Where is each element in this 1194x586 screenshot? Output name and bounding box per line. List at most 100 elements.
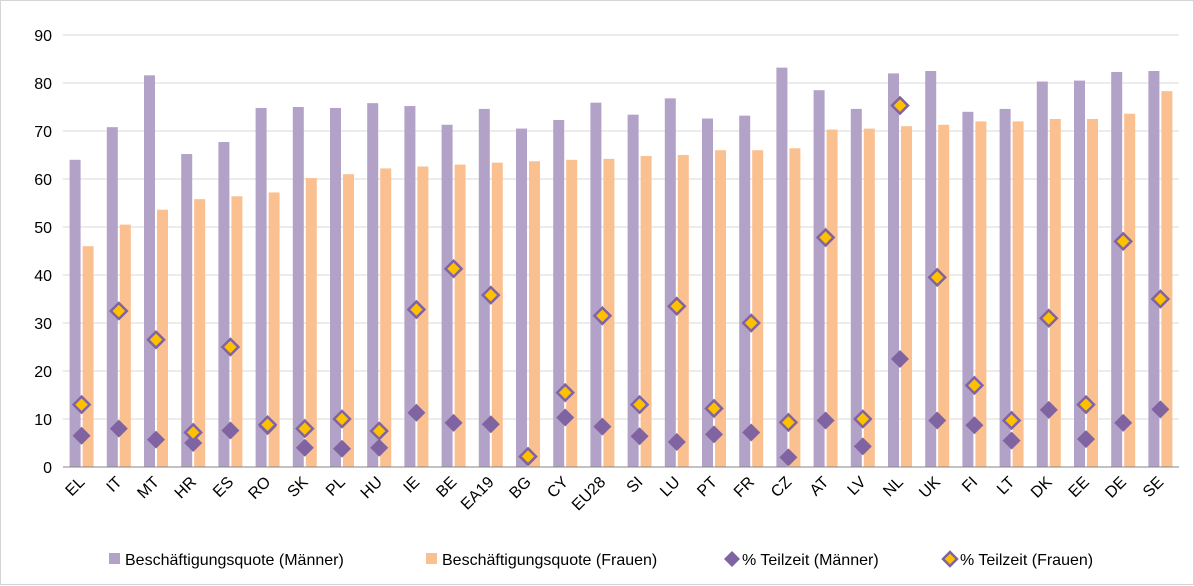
marker-teilzeit-men (593, 417, 612, 436)
x-tick-label: CY (544, 474, 572, 502)
x-tick-label: LU (657, 474, 683, 500)
marker-teilzeit-women (1039, 308, 1059, 328)
bar-women (677, 155, 689, 467)
marker-teilzeit-men (481, 415, 500, 434)
bar-men (218, 142, 230, 468)
bar-women (231, 196, 243, 467)
legend-swatch (724, 551, 740, 567)
marker-teilzeit-women (1150, 289, 1171, 309)
bar-men (590, 102, 602, 468)
bar-men (144, 75, 155, 467)
x-tick-label: UK (916, 474, 944, 502)
y-axis-ticks: 0 10 20 30 40 50 60 70 80 90 (34, 28, 52, 477)
bar-men (441, 124, 453, 467)
legend-swatch (109, 553, 120, 564)
bar-women (343, 174, 354, 467)
bar-men (813, 90, 825, 467)
bar-women (752, 150, 764, 467)
marker-teilzeit-men (1151, 400, 1170, 419)
marker-teilzeit-men (965, 416, 984, 435)
bar-men (999, 108, 1011, 468)
x-tick-label: LT (994, 474, 1019, 499)
bar-men (1036, 81, 1048, 467)
bar-women (194, 199, 206, 467)
bar-women (1012, 121, 1024, 468)
bar-men (181, 154, 193, 468)
x-tick-label: IT (104, 474, 126, 496)
legend-label: Beschäftigungsquote (Frauen) (442, 552, 657, 569)
legend: Beschäftigungsquote (Männer) Beschäftigun… (109, 550, 1093, 569)
bar-men (664, 98, 676, 468)
bar-women (863, 128, 875, 467)
y-tick-label: 80 (34, 76, 52, 93)
marker-teilzeit-women (220, 337, 241, 357)
legend-swatch (426, 553, 437, 564)
y-tick-label: 90 (34, 28, 52, 45)
bar-men (962, 111, 974, 468)
marker-teilzeit-women (443, 258, 464, 279)
bar-women (417, 166, 429, 467)
marker-teilzeit-men (295, 438, 314, 457)
marker-teilzeit-men (705, 425, 723, 444)
bar-men (739, 115, 751, 467)
bar-women (268, 192, 280, 467)
bar-men (1111, 71, 1123, 468)
y-tick-label: 20 (34, 364, 52, 381)
bar-men (1074, 80, 1085, 467)
marker-teilzeit-men (370, 438, 389, 457)
x-tick-label: SI (624, 474, 647, 497)
bar-women (826, 129, 838, 467)
bar-men (850, 108, 862, 468)
x-tick-label: LV (845, 474, 870, 499)
bar-women (975, 121, 987, 468)
bar-women (82, 246, 94, 467)
marker-teilzeit-women (406, 299, 427, 320)
x-tick-label: EE (1066, 474, 1093, 501)
marker-teilzeit-men (221, 421, 240, 440)
bars (69, 67, 1173, 468)
marker-teilzeit-women (1001, 410, 1022, 431)
marker-teilzeit-men (1077, 430, 1095, 449)
gridlines (63, 34, 1179, 420)
bar-men (627, 114, 639, 468)
bar-women (491, 162, 503, 467)
marker-teilzeit-women (853, 409, 873, 429)
marker-teilzeit-women (369, 421, 389, 441)
marker-teilzeit-women (815, 227, 836, 248)
marker-teilzeit-women (629, 394, 650, 415)
marker-teilzeit-women (109, 301, 129, 321)
x-tick-label: ES (210, 474, 237, 501)
legend-swatch (941, 550, 959, 568)
marker-teilzeit-women (592, 306, 613, 326)
marker-teilzeit-men (444, 413, 463, 432)
x-tick-label: EA19 (458, 474, 498, 514)
x-tick-label: HR (172, 474, 200, 502)
x-tick-label: BG (506, 474, 534, 502)
marker-teilzeit-women (555, 382, 575, 403)
bar-women (529, 161, 540, 468)
marker-teilzeit-men (147, 430, 165, 449)
bar-women (901, 126, 912, 467)
marker-teilzeit-men (816, 411, 835, 430)
marker-teilzeit-men (556, 408, 575, 427)
x-tick-label: SE (1140, 474, 1167, 501)
marker-teilzeit-women (71, 394, 92, 415)
marker-teilzeit-men (853, 437, 872, 456)
x-tick-label: BE (433, 474, 460, 501)
marker-teilzeit-women (964, 375, 985, 396)
x-tick-label: EL (63, 474, 89, 500)
x-tick-label: IE (401, 474, 424, 497)
marker-teilzeit-women (295, 418, 315, 439)
bar-men (106, 127, 118, 467)
bar-women (454, 164, 466, 467)
bar-men (1148, 71, 1160, 467)
bar-women (1087, 119, 1098, 467)
marker-teilzeit-men (779, 448, 798, 467)
x-tick-label: AT (807, 474, 833, 500)
bar-men (888, 73, 899, 468)
x-tick-label: FR (731, 474, 758, 501)
marker-teilzeit-men (667, 433, 686, 452)
bar-women (640, 155, 652, 467)
marker-teilzeit-men (184, 434, 203, 452)
marker-teilzeit-men (1114, 413, 1133, 432)
